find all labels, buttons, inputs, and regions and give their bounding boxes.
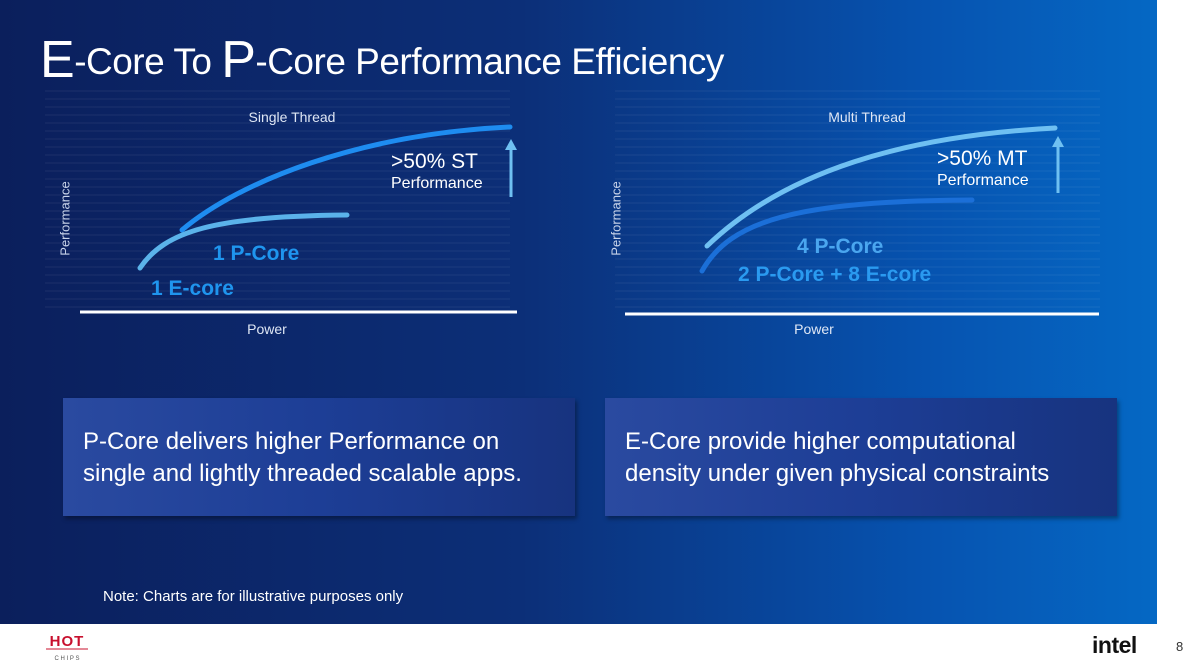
- e-core-summary-box: E-Core provide higher computational dens…: [605, 398, 1117, 516]
- series-label-4-p-core: 4 P-Core: [797, 235, 884, 258]
- up-arrow-icon: [505, 139, 517, 150]
- chart-gridlines: [45, 90, 510, 308]
- 4-p-core-curve: [704, 125, 1058, 249]
- chart-title: Single Thread: [248, 109, 336, 125]
- st-performance-callout: >50% ST Performance: [391, 150, 483, 194]
- footnote: Note: Charts are for illustrative purpos…: [103, 588, 404, 605]
- callout-value: >50% ST: [391, 150, 478, 173]
- hot-chips-logo-bottom: C H I P S: [55, 656, 80, 662]
- mt-performance-callout: >50% MT Performance: [937, 147, 1029, 191]
- x-axis-label: Power: [247, 321, 287, 337]
- p-core-curve: [179, 124, 513, 233]
- page-number: 8: [1176, 639, 1184, 654]
- multi-thread-chart: Multi Thread Power Performance 4 P-Core …: [585, 86, 1115, 346]
- single-thread-chart-graphic: [45, 90, 517, 314]
- y-axis-label: Performance: [57, 181, 73, 256]
- series-label-2p-8e: 2 P-Core + 8 E-core: [738, 263, 932, 286]
- hot-chips-logo: HOT C H I P S: [44, 633, 90, 668]
- hybrid-core-curve: [699, 197, 975, 274]
- chart-title: Multi Thread: [828, 109, 906, 125]
- summary-line: P-Core delivers higher Performance on: [83, 428, 500, 455]
- y-axis-label: Performance: [608, 181, 624, 256]
- slide: E-Core To P-Core Performance Efficiency: [0, 0, 1157, 624]
- callout-caption: Performance: [937, 172, 1029, 189]
- single-thread-chart: Single Thread Power Performance 1 P-Core…: [30, 86, 540, 346]
- x-axis-label: Power: [794, 321, 834, 337]
- summary-line: single and lightly threaded scalable app…: [83, 460, 522, 487]
- intel-logo: intel: [1092, 632, 1137, 658]
- callout-value: >50% MT: [937, 147, 1028, 170]
- multi-thread-chart-graphic: [615, 90, 1100, 316]
- up-arrow-icon: [1052, 136, 1064, 147]
- summary-line: E-Core provide higher computational: [625, 428, 1016, 455]
- title-e-letter: E: [40, 31, 75, 89]
- summary-line: density under given physical constraints: [625, 460, 1050, 487]
- p-core-summary-box: P-Core delivers higher Performance on si…: [63, 398, 575, 516]
- hot-chips-logo-top: HOT: [50, 633, 85, 650]
- hot-chips-logo-graphic: HOT C H I P S: [46, 633, 88, 662]
- series-label-e-core: 1 E-core: [151, 277, 234, 300]
- series-label-p-core: 1 P-Core: [213, 242, 300, 265]
- title-p-letter: P: [221, 31, 256, 89]
- title-part-2: -Core Performance Efficiency: [255, 41, 724, 82]
- title-part-1: -Core To: [74, 41, 222, 82]
- slide-title: E-Core To P-Core Performance Efficiency: [40, 30, 724, 90]
- e-core-curve: [137, 212, 350, 271]
- callout-caption: Performance: [391, 175, 483, 192]
